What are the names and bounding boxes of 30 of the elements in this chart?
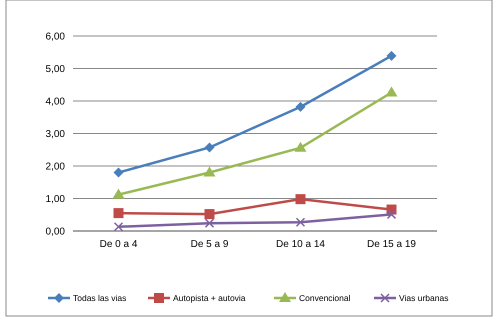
point [296,194,306,204]
legend-label: Vias urbanas [399,292,448,303]
legend-label: Convencional [299,292,351,303]
x-tick-label: De 0 a 4 [100,239,138,250]
point [112,188,124,199]
point [296,217,306,227]
point [114,208,124,218]
y-tick-label: 0,00 [46,226,66,238]
point [386,50,396,61]
x-tick-label: De 5 a 9 [190,239,229,250]
y-tick-label: 1,00 [46,194,66,205]
x-tick-label: De 15 a 19 [367,239,416,250]
y-tick-label: 4,00 [46,96,66,108]
point [204,209,214,220]
point [386,86,398,97]
point [204,142,214,152]
legend-label: Autopista + autovia [173,292,246,303]
y-tick-label: 2,00 [46,162,66,172]
y-tick-label: 6,00 [46,32,66,42]
point [114,222,124,232]
point [294,142,306,152]
y-tick-label: 5,00 [46,64,66,75]
x-tick-label: De 10 a 14 [276,239,326,250]
legend-label: Todas las vias [73,292,126,303]
point [204,218,214,228]
point [114,168,124,178]
point [296,102,306,112]
point [204,166,216,176]
y-tick-label: 3,00 [46,129,66,140]
point [386,210,396,220]
